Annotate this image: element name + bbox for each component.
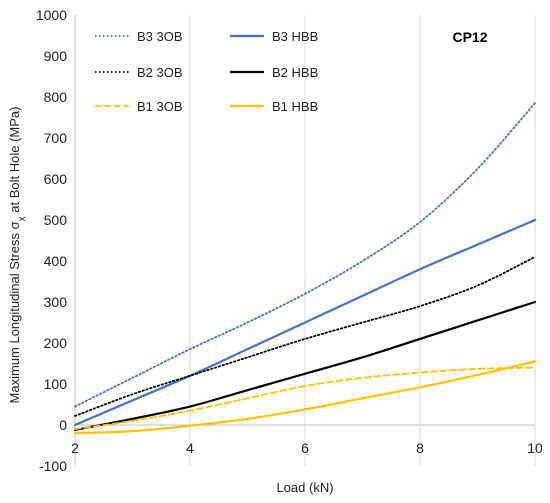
y-tick-label: 500 (44, 212, 68, 228)
legend-label: B2 HBB (272, 65, 318, 80)
y-axis-title-subscript: x (17, 216, 28, 221)
y-tick-label: 0 (59, 417, 67, 433)
legend-label: B3 3OB (137, 29, 183, 44)
y-tick-label: 100 (44, 376, 68, 392)
x-axis-title: Load (kN) (276, 480, 333, 495)
axes (74, 15, 535, 466)
series-line-b2-hbb (73, 300, 537, 432)
y-axis-title: Maximum Longitudinal Stress σx at Bolt H… (7, 107, 28, 404)
x-tick-label: 4 (186, 440, 194, 456)
y-tick-label: 400 (44, 253, 68, 269)
legend-label: B1 HBB (272, 99, 318, 114)
panel-label: CP12 (452, 29, 487, 45)
y-tick-label: 800 (44, 89, 68, 105)
series-line-b3-3ob (74, 102, 536, 408)
y-tick-label: -100 (39, 458, 67, 474)
y-tick-label: 300 (44, 294, 68, 310)
y-tick-label: 900 (44, 48, 68, 64)
x-tick-label: 10 (527, 440, 543, 456)
y-axis-title-main: Maximum Longitudinal Stress σ (7, 221, 22, 403)
series-line-b3-hbb (73, 218, 537, 427)
series-line-b2-3ob (74, 255, 536, 417)
series-line-b1-hbb (73, 360, 537, 435)
y-tick-label: 600 (44, 171, 68, 187)
legend-label: B2 3OB (137, 65, 183, 80)
y-tick-labels: -100 0 100 200 300 400 500 600 700 800 900 1000 (36, 7, 67, 474)
x-tick-labels: 2 4 6 8 10 (71, 440, 543, 456)
x-tick-label: 6 (301, 440, 309, 456)
legend-label: B1 3OB (137, 99, 183, 114)
legend-label: B3 HBB (272, 29, 318, 44)
legend: B3 3OB B3 HBB B2 3OB B2 HBB B1 3OB B1 HBB (95, 29, 318, 114)
y-axis-title-tail: at Bolt Hole (MPa) (7, 107, 22, 217)
y-tick-label: 1000 (36, 7, 67, 23)
x-tick-label: 2 (71, 440, 79, 456)
y-tick-label: 700 (44, 130, 68, 146)
series-lines (73, 102, 537, 435)
y-tick-label: 200 (44, 335, 68, 351)
x-tick-label: 8 (416, 440, 424, 456)
series-line-b1-3ob (74, 366, 536, 430)
